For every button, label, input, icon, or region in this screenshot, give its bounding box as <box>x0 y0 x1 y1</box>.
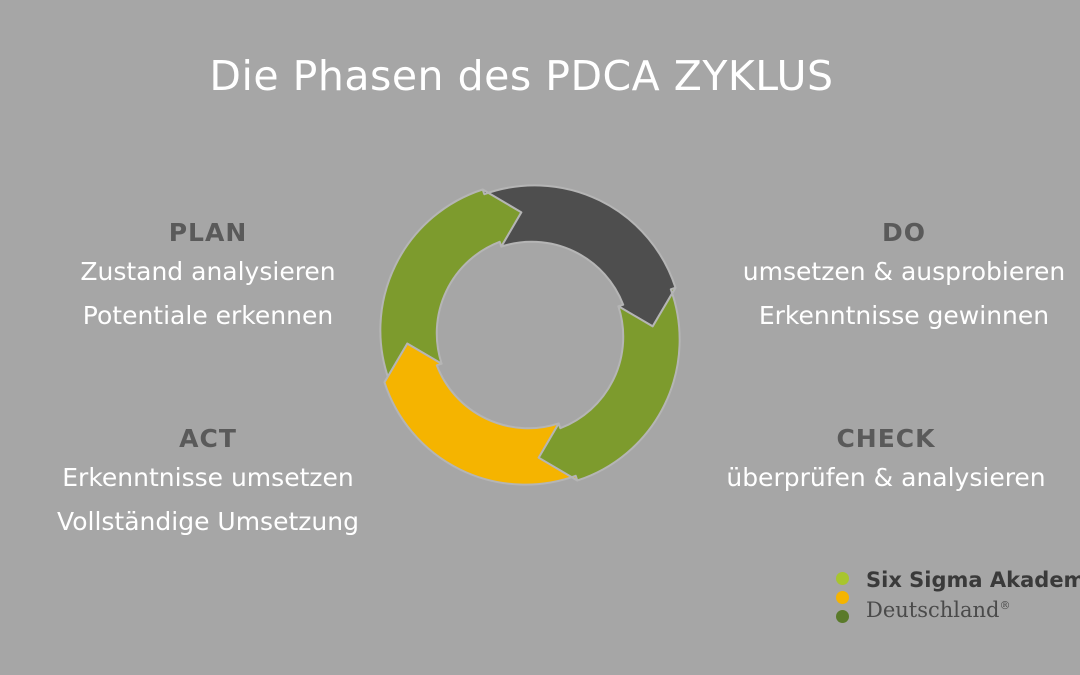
phase-plan-line-1: Zustand analysieren <box>80 257 336 286</box>
phase-act: ACT Erkenntnisse umsetzen Vollständige U… <box>20 422 396 544</box>
phase-do-heading: DO <box>881 218 926 247</box>
phase-do: DO umsetzen & ausprobieren Erkenntnisse … <box>700 216 1080 338</box>
cycle-segment-do <box>481 184 677 328</box>
phase-plan: PLAN Zustand analysieren Potentiale erke… <box>30 216 386 338</box>
pdca-cycle-diagram <box>379 184 681 486</box>
registered-mark-icon: ® <box>999 599 1011 612</box>
logo-line-2: Deutschland® <box>866 598 1011 622</box>
cycle-segment-act <box>383 342 579 486</box>
phase-plan-heading: PLAN <box>168 218 248 247</box>
phase-act-heading: ACT <box>179 424 237 453</box>
phase-act-line-2: Vollständige Umsetzung <box>57 507 359 536</box>
logo-dot-icon <box>836 591 849 604</box>
phase-check: CHECK überprüfen & analysieren <box>690 422 1080 500</box>
logo-line-1: Six Sigma Akadem <box>866 568 1080 592</box>
logo-dot-icon <box>836 610 849 623</box>
cycle-segment-check <box>537 286 681 482</box>
page-title: Die Phasen des PDCA ZYKLUS <box>209 52 834 100</box>
logo-dot-icon <box>836 572 849 585</box>
phase-do-line-1: umsetzen & ausprobieren <box>742 257 1066 286</box>
phase-check-heading: CHECK <box>836 424 936 453</box>
phase-act-line-1: Erkenntnisse umsetzen <box>62 463 354 492</box>
phase-check-line-1: überprüfen & analysieren <box>726 463 1046 492</box>
phase-do-line-2: Erkenntnisse gewinnen <box>758 301 1050 330</box>
phase-plan-line-2: Potentiale erkennen <box>82 301 334 330</box>
